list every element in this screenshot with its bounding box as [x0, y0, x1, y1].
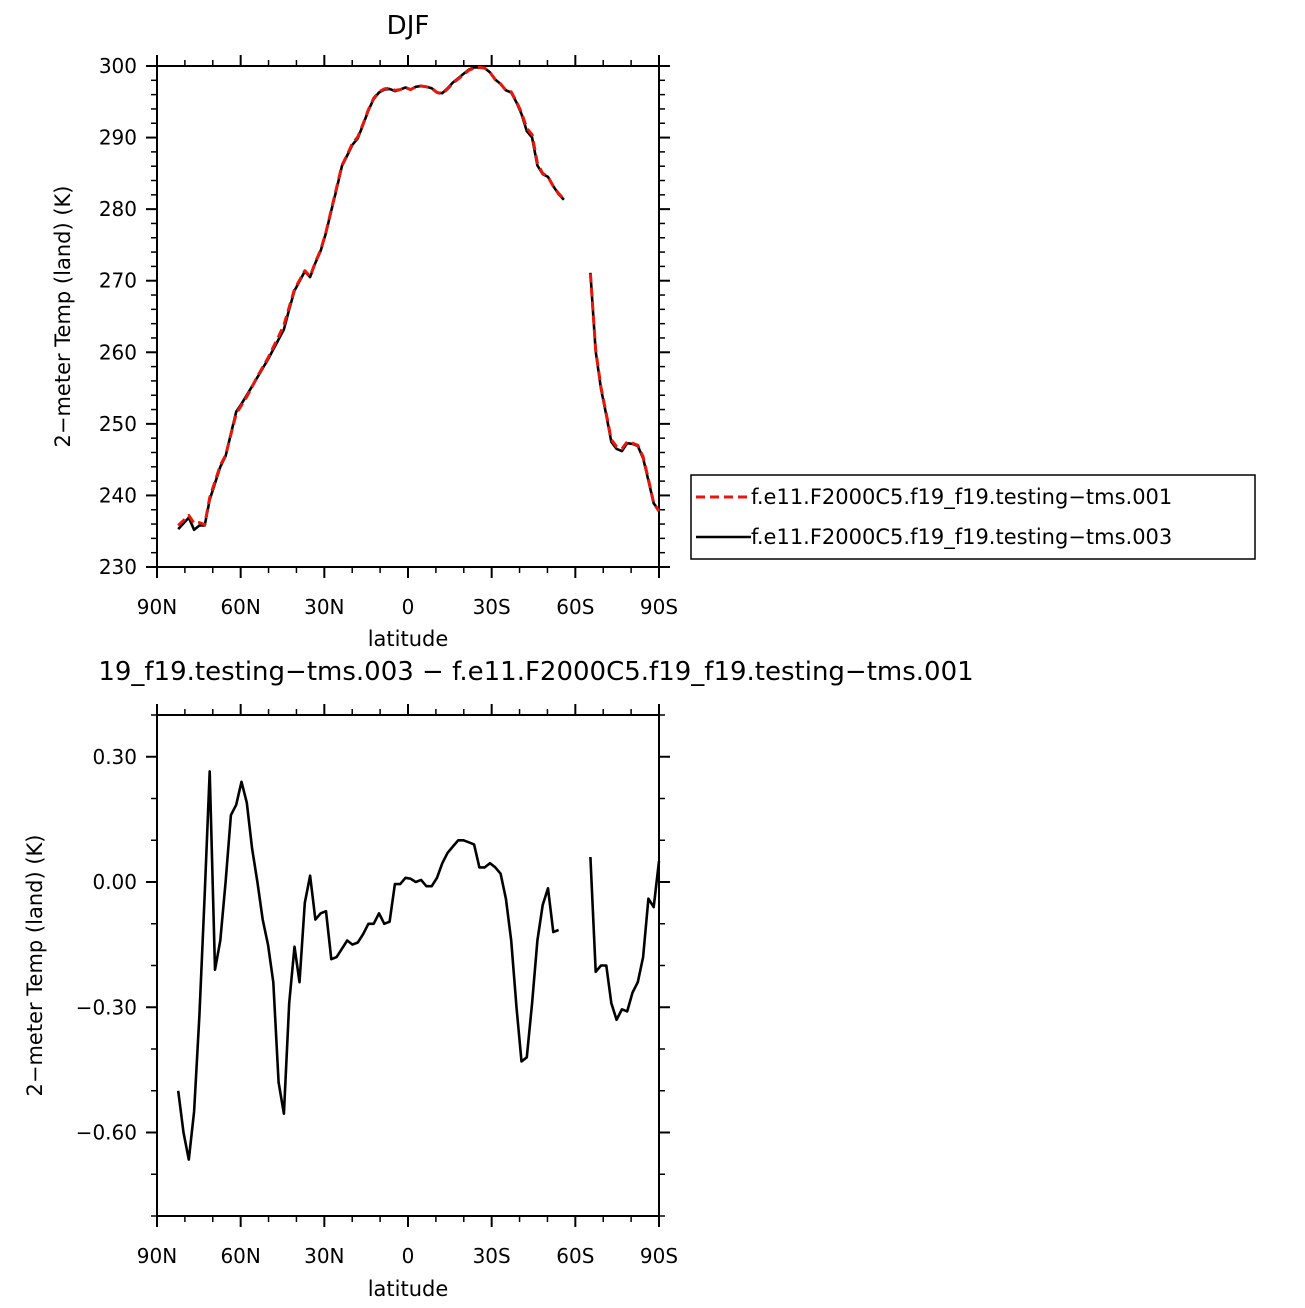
x-tick-label: 90S [640, 1244, 678, 1268]
x-tick-label: 60N [220, 595, 260, 619]
plot-frame [156, 714, 660, 1217]
series-line-1-segment-2 [589, 856, 661, 1022]
x-tick-label: 30S [473, 595, 511, 619]
plot-frame [156, 65, 660, 568]
y-tick-label: 240 [99, 483, 137, 507]
x-tick-label: 30N [304, 595, 344, 619]
series-line-1-segment-1 [177, 65, 565, 527]
legend: f.e11.F2000C5.f19_f19.testing−tms.001 f.e… [690, 474, 1256, 560]
x-tick-label: 90N [137, 595, 177, 619]
y-tick-label: 300 [99, 54, 137, 78]
y-tick-label: 270 [99, 269, 137, 293]
chart-title: 19_f19.testing−tms.003 − f.e11.F2000C5.f… [98, 657, 973, 687]
series-line-1-segment-1 [176, 770, 560, 1161]
chart-1: 90N 60N 30N 0 30S 60S 90S 230 240 250 260 270 280 290… [51, 11, 1256, 651]
series-line-1-segment-2 [588, 273, 661, 513]
y-tick-label: −0.60 [76, 1121, 137, 1145]
y-tick-label: 280 [99, 197, 137, 221]
legend-box [690, 474, 1256, 560]
x-tick-label: 30N [304, 1244, 344, 1268]
chart-2: 90N 60N 30N 0 30S 60S 90S −0.60 −0.30 0.00 0.30 19_… [23, 657, 974, 1301]
x-tick-label: 60N [220, 1244, 260, 1268]
series-line-2-segment-1 [177, 66, 565, 532]
y-axis-label: 2−meter Temp (land) (K) [23, 835, 47, 1097]
legend-entry-1: f.e11.F2000C5.f19_f19.testing−tms.001 [751, 485, 1172, 510]
x-tick-label: 90S [640, 595, 678, 619]
y-tick-label: 0.00 [92, 870, 137, 894]
x-tick-label: 0 [402, 1244, 415, 1268]
x-tick-label: 60S [556, 595, 594, 619]
x-tick-label: 0 [402, 595, 415, 619]
x-tick-label: 30S [473, 1244, 511, 1268]
y-tick-label: 250 [99, 412, 137, 436]
x-axis-label: latitude [368, 1277, 449, 1301]
y-tick-label: −0.30 [76, 995, 137, 1019]
y-axis-label: 2−meter Temp (land) (K) [51, 186, 75, 448]
y-tick-label: 260 [99, 340, 137, 364]
x-tick-label: 90N [137, 1244, 177, 1268]
y-tick-label: 290 [99, 126, 137, 150]
legend-entry-2: f.e11.F2000C5.f19_f19.testing−tms.003 [751, 525, 1172, 550]
x-axis-label: latitude [368, 627, 449, 651]
chart-title: DJF [387, 11, 430, 41]
y-tick-label: 230 [99, 555, 137, 579]
y-tick-label: 0.30 [92, 745, 137, 769]
x-tick-label: 60S [556, 1244, 594, 1268]
